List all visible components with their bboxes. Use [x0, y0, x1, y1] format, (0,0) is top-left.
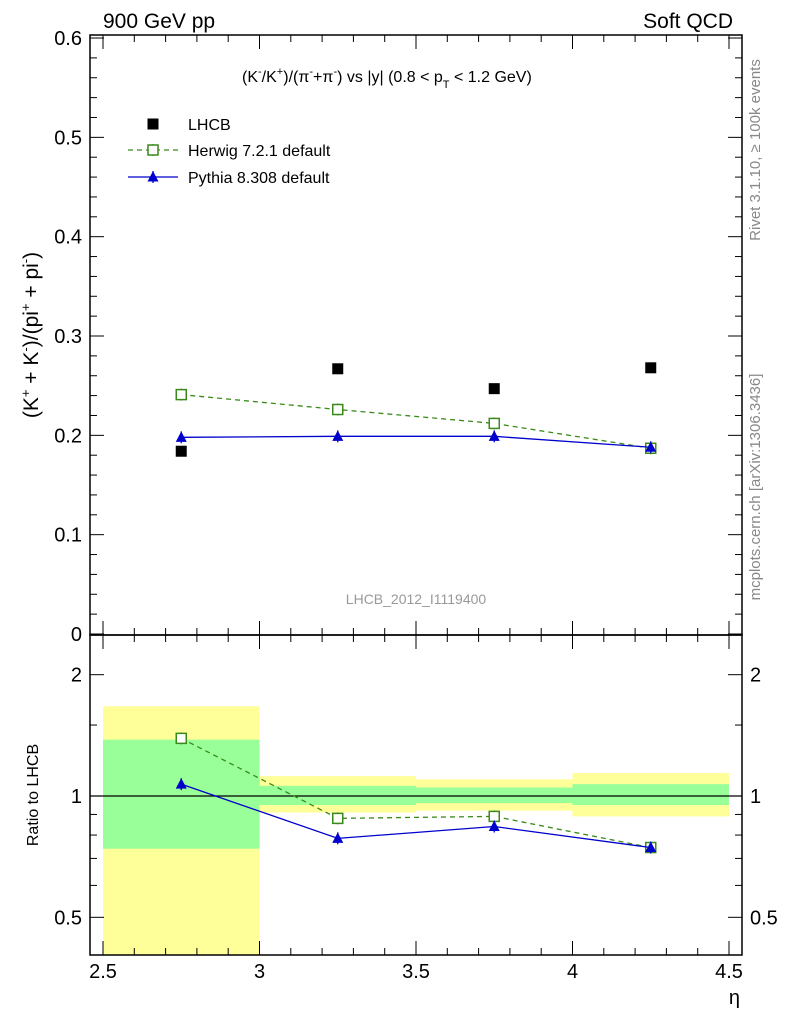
- ratio-band-inner: [572, 784, 729, 805]
- data-point: [332, 403, 344, 416]
- data-point: [488, 383, 500, 395]
- rivet-label: Rivet 3.1.10, ≥ 100k events: [747, 59, 764, 241]
- legend-label: LHCB: [188, 117, 231, 134]
- ratio-data-point: [332, 832, 344, 843]
- ratio-plot-frame: [89, 634, 743, 956]
- data-point: [175, 445, 187, 457]
- ratio-tick-label-right: 1: [750, 786, 761, 808]
- legend-marker: [147, 118, 159, 130]
- y-tick-label: 0.5: [54, 127, 82, 149]
- y-tick-label: 0.2: [54, 425, 82, 447]
- data-point: [175, 431, 187, 442]
- ratio-tick-label-right: 2: [750, 665, 761, 687]
- x-tick-label: 3.5: [402, 961, 430, 983]
- legend-marker: [147, 171, 159, 182]
- plot-title: (K-/K+)/(π-+π-) vs |y| (0.8 < pT < 1.2 G…: [242, 66, 532, 91]
- ratio-data-point: [645, 841, 657, 853]
- ratio-data-point: [175, 778, 187, 789]
- series-line: [181, 435, 651, 448]
- data-point: [488, 430, 500, 441]
- ratio-data-point: [488, 810, 500, 823]
- x-tick-label: 4.5: [715, 961, 743, 983]
- y-tick-label: 0.4: [54, 227, 82, 249]
- analysis-watermark: LHCB_2012_I1119400: [346, 591, 487, 607]
- header-left: 900 GeV pp: [103, 10, 215, 33]
- ratio-series-line: [181, 783, 651, 849]
- legend-label: Herwig 7.2.1 default: [188, 143, 331, 160]
- y-tick-label: 0: [71, 624, 82, 646]
- series-0: [175, 362, 657, 457]
- ratio-data-point: [488, 820, 500, 832]
- ratio-y-axis-title: Ratio to LHCB: [25, 744, 42, 846]
- ratio-band-inner: [259, 785, 416, 805]
- data-point: [332, 430, 344, 441]
- data-point: [488, 417, 500, 430]
- legend-marker: [147, 144, 159, 156]
- ratio-tick-label-left: 0.5: [54, 907, 82, 929]
- ratio-data-point: [175, 732, 187, 745]
- ratio-tick-label-right: 0.5: [750, 907, 778, 929]
- x-tick-label: 3: [254, 961, 265, 983]
- ratio-series-line: [180, 737, 651, 849]
- ratio-tick-label-left: 1: [71, 786, 82, 808]
- series-1: [175, 388, 657, 455]
- data-point: [645, 362, 657, 374]
- data-point: [175, 388, 187, 401]
- ratio-series-1: [175, 778, 657, 854]
- mcplots-label: mcplots.cern.ch [arXiv:1306.3436]: [747, 374, 764, 601]
- y-tick-label: 0.1: [54, 525, 82, 547]
- series-2: [175, 430, 657, 454]
- series-line: [181, 393, 651, 449]
- ratio-data-point: [332, 812, 344, 825]
- y-tick-label: 0.6: [54, 28, 82, 50]
- ratio-band-inner: [416, 787, 573, 804]
- data-point: [332, 363, 344, 375]
- legend-label: Pythia 8.308 default: [188, 170, 330, 187]
- y-axis-title: (K+ + K-)/(pi+ + pi-): [18, 252, 43, 418]
- ratio-band-inner: [103, 739, 260, 849]
- ratio-tick-label-left: 2: [71, 665, 82, 687]
- data-point: [645, 441, 657, 452]
- x-tick-label: 4: [567, 961, 578, 983]
- header-right: Soft QCD: [643, 10, 733, 33]
- y-tick-label: 0.3: [54, 326, 82, 348]
- x-axis-title: η: [729, 987, 740, 1009]
- x-tick-label: 2.5: [89, 961, 117, 983]
